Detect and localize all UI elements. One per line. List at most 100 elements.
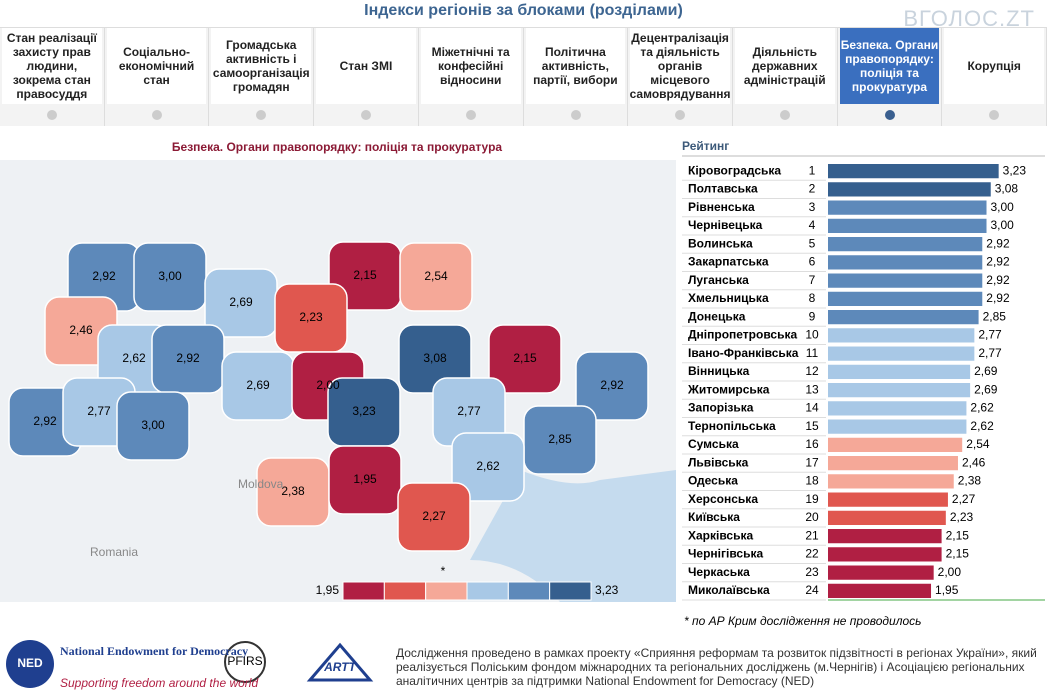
bar: [828, 419, 967, 434]
value-label: 2,00: [938, 565, 962, 579]
tab[interactable]: Стан реалізації захисту прав людини, зок…: [0, 28, 105, 126]
tab-label[interactable]: Стан ЗМІ: [316, 28, 416, 104]
map-value-label: 2,54: [424, 269, 448, 283]
tab[interactable]: Політична активність, партії, вибори: [524, 28, 629, 126]
map-value-label: 2,15: [513, 351, 537, 365]
map-value-label: 3,00: [141, 418, 165, 432]
rank-label: 16: [805, 437, 819, 451]
bar: [828, 456, 958, 471]
category-label: Чернігівська: [688, 547, 763, 561]
tab-label[interactable]: Безпека. Органи правопорядку: поліція та…: [839, 28, 940, 104]
tab[interactable]: Діяльність державних адміністрацій: [733, 28, 838, 126]
tab[interactable]: Децентралізація та діяльність органів мі…: [628, 28, 733, 126]
value-label: 3,00: [991, 200, 1015, 214]
map-region: [523, 405, 597, 475]
value-label: 2,85: [983, 309, 1007, 323]
map-value-label: 2,77: [87, 404, 111, 418]
tab-dot[interactable]: [570, 110, 581, 120]
rank-label: 10: [805, 328, 819, 342]
tab-label[interactable]: Діяльність державних адміністрацій: [734, 28, 835, 104]
map-region: [116, 391, 190, 461]
rank-label: 11: [806, 346, 819, 360]
tab-label[interactable]: Соціально-економічний стан: [106, 28, 207, 104]
tab-label[interactable]: Стан реалізації захисту прав людини, зок…: [2, 28, 102, 104]
map-value-label: 3,00: [158, 269, 182, 283]
rank-label: 23: [805, 565, 819, 579]
bar: [828, 401, 967, 416]
rank-label: 9: [809, 309, 816, 323]
map-value-label: 1,95: [353, 472, 377, 486]
tab-label[interactable]: Політична активність, партії, вибори: [525, 28, 626, 104]
value-label: 2,54: [966, 437, 990, 451]
tab-dot[interactable]: [675, 110, 686, 120]
map-value-label: 2,77: [457, 404, 481, 418]
footnote: * по АР Крим дослідження не проводилось: [684, 614, 922, 628]
ned-short: NED: [17, 656, 43, 670]
map-value-label: 2,38: [281, 484, 305, 498]
bar: [828, 437, 963, 452]
category-label: Миколаївська: [688, 583, 770, 597]
bar: [828, 291, 983, 306]
tab-label[interactable]: Громадська активність і самоорганізація …: [211, 28, 312, 104]
rank-label: 12: [805, 364, 819, 378]
category-label: Донецька: [688, 309, 746, 323]
ned-logo: [6, 640, 54, 688]
tab-label[interactable]: Корупція: [944, 28, 1045, 104]
country-label: Romania: [90, 545, 138, 559]
map-region: [575, 351, 649, 421]
watermark: ВГОЛОС.ZT: [903, 6, 1035, 31]
map-region: [399, 242, 473, 312]
category-label: Чернівецька: [688, 218, 763, 232]
chart-title: Рейтинг: [682, 139, 729, 153]
rank-label: 4: [809, 218, 816, 232]
category-label: Волинська: [688, 236, 753, 250]
map-value-label: 2,00: [316, 378, 340, 392]
tab-label[interactable]: Міжетнічні та конфесійні відносини: [420, 28, 521, 104]
tab[interactable]: Стан ЗМІ: [314, 28, 419, 126]
tab-dot[interactable]: [361, 110, 372, 120]
value-label: 2,38: [958, 474, 982, 488]
category-label: Черкаська: [688, 565, 750, 579]
rank-label: 3: [809, 200, 816, 214]
tab-dot[interactable]: [151, 110, 162, 120]
value-label: 3,08: [995, 182, 1019, 196]
tab[interactable]: Корупція: [942, 28, 1047, 126]
tab[interactable]: Соціально-економічний стан: [105, 28, 210, 126]
category-label: Сумська: [688, 437, 739, 451]
category-label: Полтавська: [688, 182, 758, 196]
map-value-label: 2,92: [33, 414, 57, 428]
rank-label: 7: [809, 273, 816, 287]
ned-slogan: Supporting freedom around the world: [60, 676, 258, 690]
rank-label: 2: [809, 182, 816, 196]
tab[interactable]: Громадська активність і самоорганізація …: [209, 28, 315, 126]
tab-dot[interactable]: [47, 110, 57, 120]
map-value-label: 2,69: [229, 295, 253, 309]
tab-dot[interactable]: [884, 110, 895, 120]
tab-dot[interactable]: [465, 110, 476, 120]
map-region: [328, 445, 402, 515]
bar: [828, 164, 999, 179]
tab[interactable]: Безпека. Органи правопорядку: поліція та…: [838, 28, 943, 126]
value-label: 2,62: [970, 401, 994, 415]
category-label: Херсонська: [688, 492, 758, 506]
tab-label[interactable]: Децентралізація та діяльність органів мі…: [630, 28, 731, 104]
bar: [828, 547, 942, 562]
bar: [828, 273, 983, 288]
map-value-label: 2,62: [476, 459, 500, 473]
tab[interactable]: Міжетнічні та конфесійні відносини: [419, 28, 524, 126]
category-label: Закарпатська: [688, 255, 769, 269]
map-value-label: 2,46: [69, 323, 93, 337]
bar: [828, 328, 975, 343]
tab-dot[interactable]: [989, 110, 1000, 120]
tab-dot[interactable]: [779, 110, 790, 120]
rank-label: 22: [805, 547, 819, 561]
ned-name: National Endowment for Democracy: [60, 644, 248, 658]
tab-dot[interactable]: [256, 110, 267, 120]
country-label: Moldova: [238, 477, 284, 491]
legend-max: 3,23: [595, 583, 619, 597]
rank-label: 8: [809, 291, 816, 305]
artt-label: ARTT: [323, 660, 357, 674]
pfirs-logo: [224, 641, 266, 683]
category-label: Запорізька: [688, 401, 754, 415]
